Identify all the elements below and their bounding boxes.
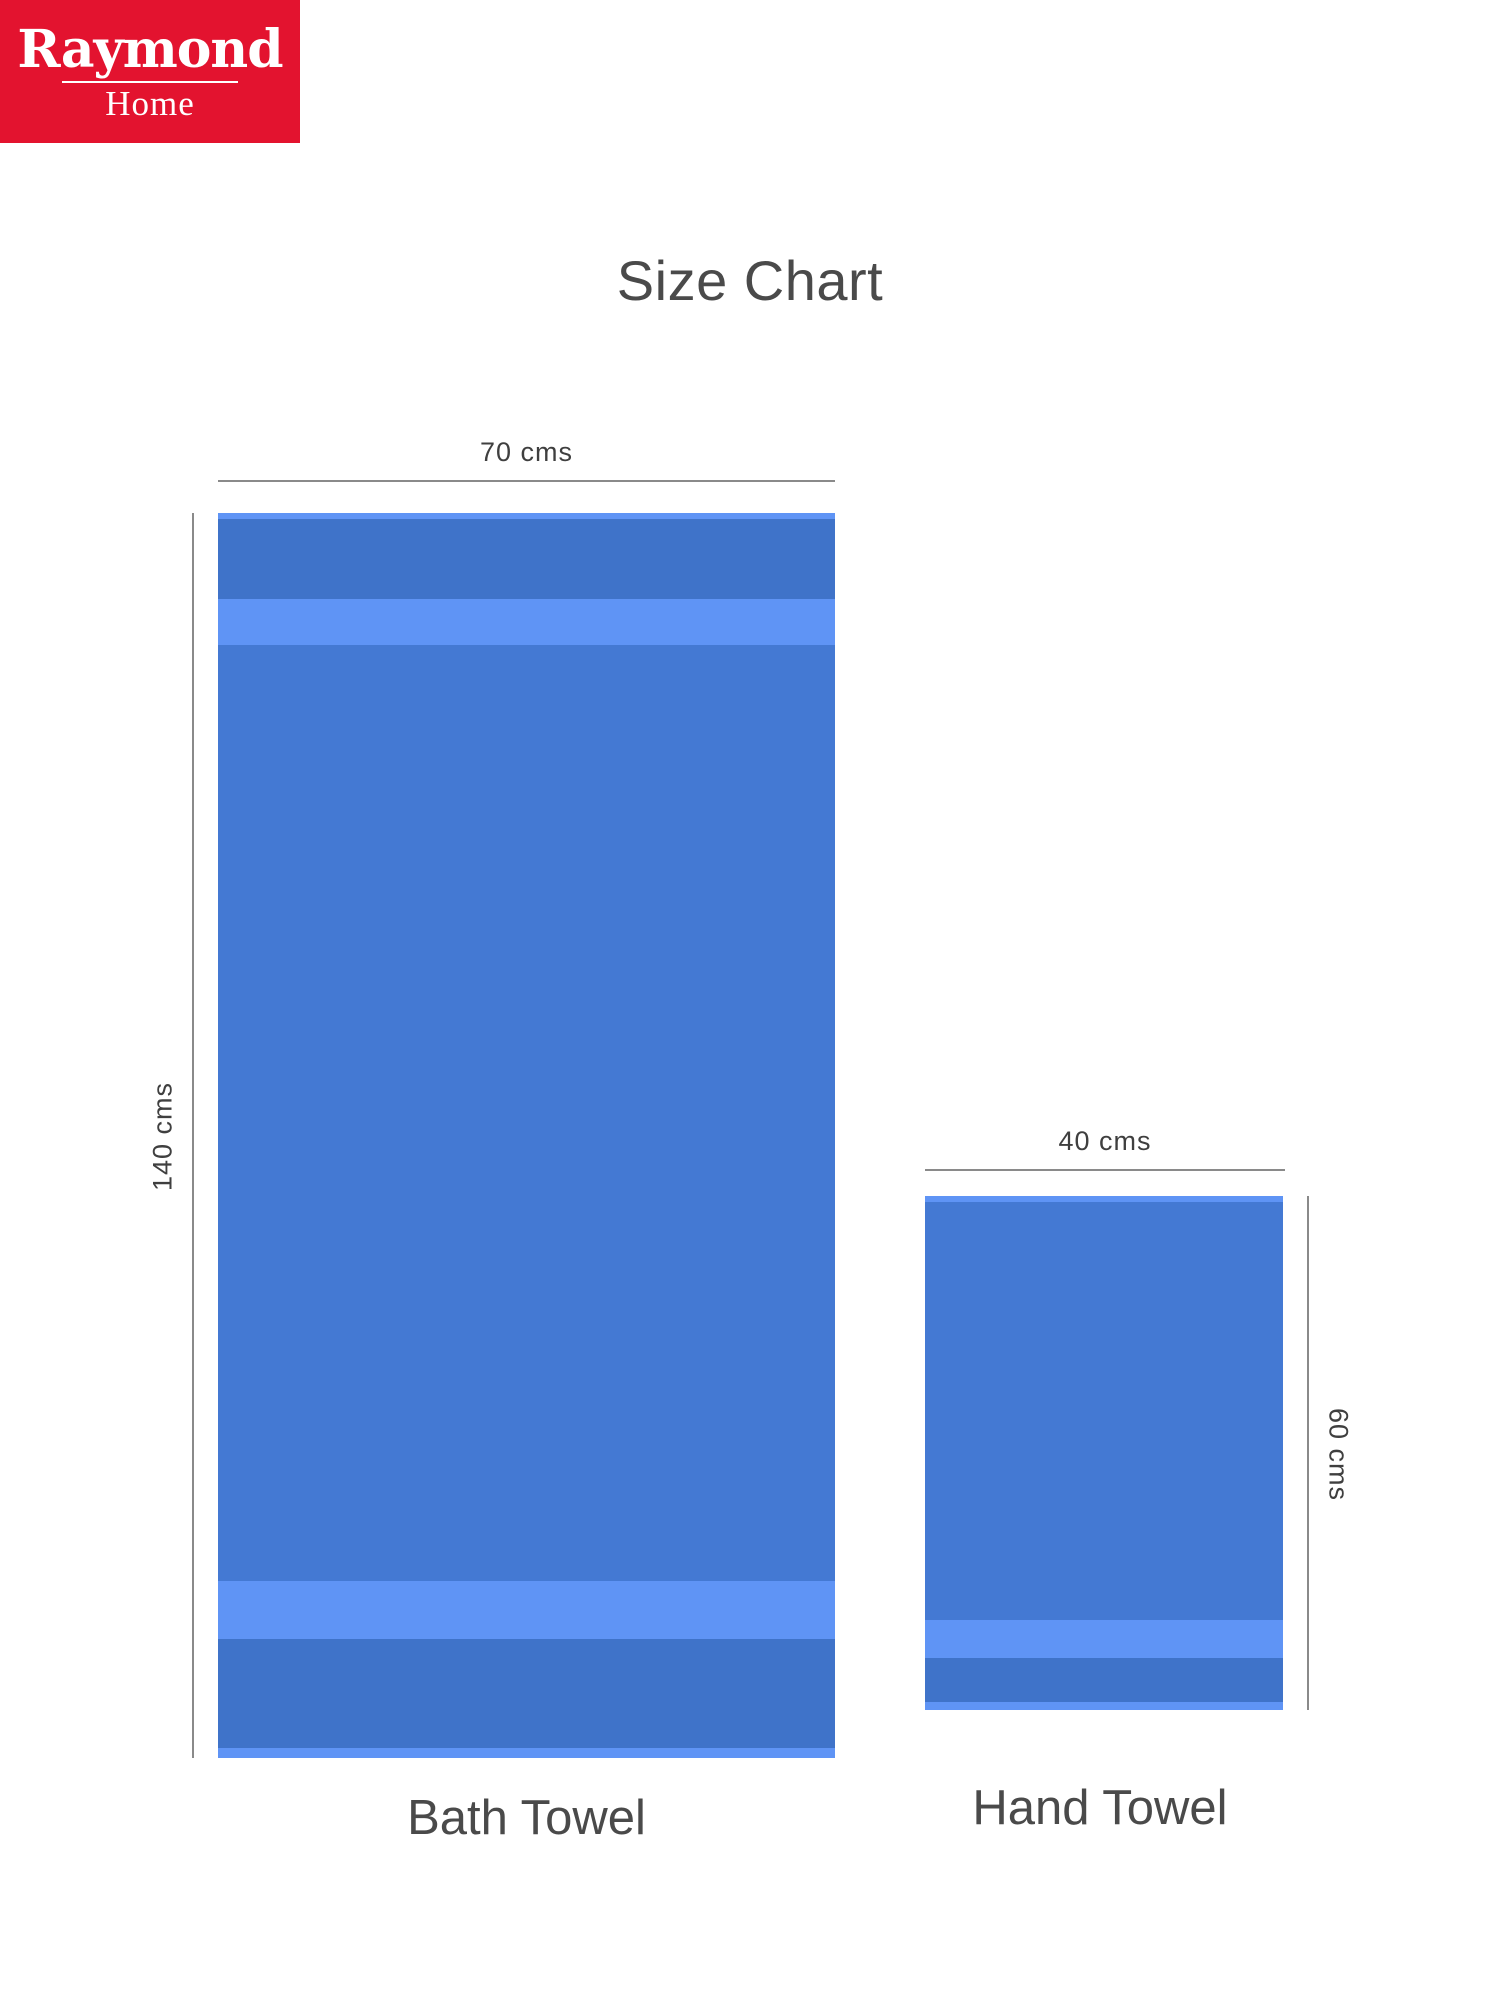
- bath-towel-height-label: 140 cms: [147, 1081, 178, 1192]
- hand-towel-height-dimension-line: [1307, 1196, 1309, 1710]
- hand-towel-graphic: [925, 1196, 1283, 1710]
- bath-towel-bottom-light-stripe: [218, 1581, 835, 1639]
- page-title: Size Chart: [616, 249, 884, 312]
- bath-towel-caption: Bath Towel: [407, 1791, 646, 1845]
- hand-towel-width-label: 40 cms: [1058, 1126, 1152, 1156]
- hand-towel-bottom-light-stripe: [925, 1620, 1283, 1658]
- hand-towel-width-dimension-line: [925, 1169, 1285, 1171]
- bath-towel-bottom-edge-stripe: [218, 1748, 835, 1758]
- brand-sub-name: Home: [105, 84, 195, 123]
- bath-towel-bottom-dark-band: [218, 1639, 835, 1748]
- hand-towel-height-label: 60 cms: [1323, 1407, 1354, 1502]
- bath-towel-graphic: [218, 513, 835, 1758]
- bath-towel-height-dimension-line: [192, 513, 194, 1758]
- bath-towel-top-light-stripe: [218, 599, 835, 645]
- bath-towel-top-edge-stripe: [218, 513, 835, 519]
- hand-towel-caption: Hand Towel: [972, 1781, 1228, 1835]
- bath-towel-top-dark-band: [218, 519, 835, 599]
- bath-towel-width-dimension-line: [218, 480, 835, 482]
- brand-name: Raymond: [17, 19, 283, 80]
- brand-divider: [62, 81, 238, 83]
- hand-towel-bottom-edge-stripe: [925, 1702, 1283, 1710]
- hand-towel-bottom-dark-band: [925, 1658, 1283, 1702]
- bath-towel-width-label: 70 cms: [479, 437, 574, 467]
- raymond-home-logo: Raymond Home: [0, 0, 300, 143]
- hand-towel-top-edge-stripe: [925, 1196, 1283, 1202]
